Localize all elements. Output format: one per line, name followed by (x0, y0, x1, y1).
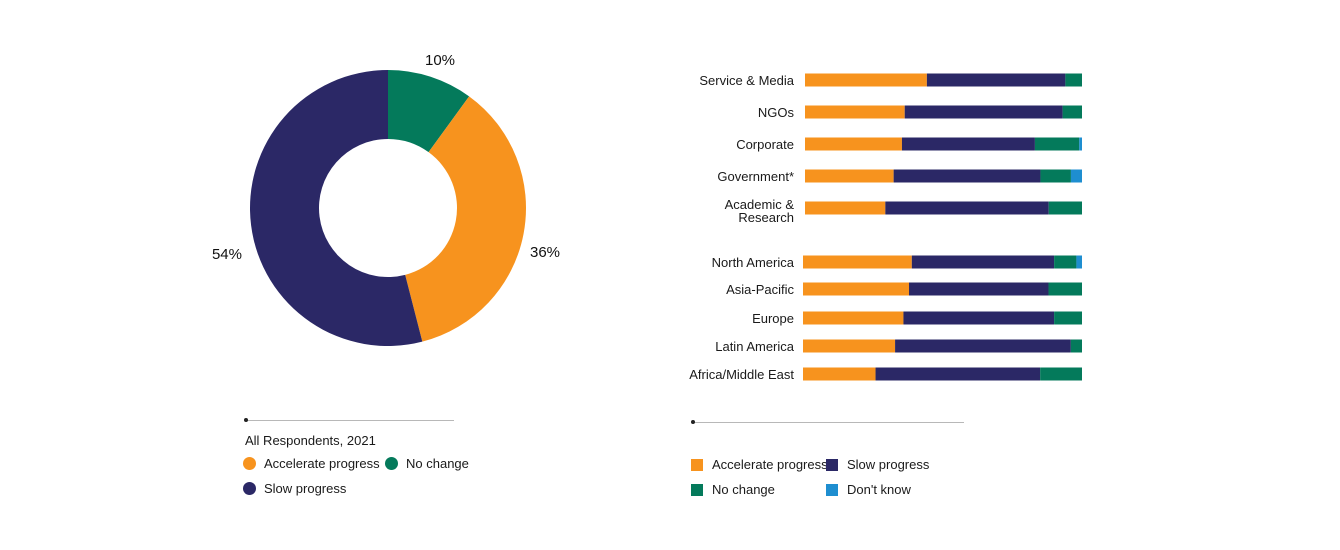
category-label-asia-pacific: Asia-Pacific (726, 282, 794, 297)
bar-segment-service-media-slow-progress (926, 73, 1066, 87)
stacked-bar-chart: Service & Media NGOs Corporate Government* A… (689, 73, 1082, 382)
category-label-north-america: North America (712, 255, 795, 270)
category-label-africa-middle-east: Africa/Middle East (689, 367, 794, 382)
donut-slice-label-slow-progress: 54% (212, 246, 242, 263)
donut-chart-panel: 10% 36% 54% All Respondents, 2021 Accelera… (0, 0, 640, 550)
legend-swatch-slow (243, 482, 256, 495)
bar-segment-latin-america-slow-progress (895, 339, 1071, 353)
bar-legend-item-slow: Slow progress (826, 457, 929, 472)
bar-segment-ngos-accelerate-progress (805, 105, 905, 119)
bar-segment-corporate-accelerate-progress (805, 137, 902, 151)
legend-divider (693, 422, 964, 423)
donut-slice-slow-progress (250, 70, 423, 346)
bar-segment-government-don-t-know (1070, 169, 1082, 183)
bar-segment-north-america-no-change (1054, 255, 1077, 269)
donut-legend-item-slow: Slow progress (243, 481, 346, 496)
bar-segment-asia-pacific-accelerate-progress (803, 282, 910, 296)
legend-swatch-no-change (385, 457, 398, 470)
bar-segment-europe-slow-progress (903, 311, 1055, 325)
bar-segment-latin-america-no-change (1070, 339, 1082, 353)
category-label-corporate: Corporate (736, 137, 794, 152)
donut-chart: 10% 36% 54% (212, 52, 560, 346)
bar-segment-ngos-no-change (1062, 105, 1082, 119)
donut-slice-label-no-change: 10% (425, 52, 455, 69)
bar-legend-item-accelerate: Accelerate progress (691, 457, 828, 472)
category-label-service-media: Service & Media (699, 73, 794, 88)
donut-slice-no-change (388, 70, 470, 153)
donut-legend-item-accelerate: Accelerate progress (243, 456, 380, 471)
bar-segment-corporate-slow-progress (901, 137, 1035, 151)
donut-caption: All Respondents, 2021 (245, 433, 376, 448)
bar-segment-asia-pacific-slow-progress (909, 282, 1049, 296)
legend-divider-dot (244, 418, 248, 422)
legend-label-dont-know: Don't know (847, 482, 911, 497)
legend-label-no-change: No change (406, 456, 469, 471)
legend-divider (246, 420, 454, 421)
legend-swatch-accelerate (691, 458, 703, 471)
legend-label-slow: Slow progress (847, 457, 930, 472)
legend-swatch-no-change (691, 483, 703, 496)
bar-segment-africa-middle-east-no-change (1040, 367, 1082, 381)
bar-segment-north-america-don-t-know (1076, 255, 1082, 269)
bar-segment-government-slow-progress (893, 169, 1041, 183)
bar-segment-corporate-don-t-know (1079, 137, 1082, 151)
bar-segment-europe-no-change (1054, 311, 1082, 325)
bar-segment-ngos-slow-progress (904, 105, 1063, 119)
bar-segment-service-media-no-change (1065, 73, 1082, 87)
donut-legend-item-no-change: No change (385, 456, 469, 471)
donut-slice-label-accelerate-progress: 36% (530, 244, 560, 261)
bar-segment-latin-america-accelerate-progress (803, 339, 896, 353)
bar-segment-academic-research-slow-progress (885, 201, 1049, 215)
bar-segment-africa-middle-east-accelerate-progress (803, 367, 876, 381)
legend-label-no-change: No change (712, 482, 775, 497)
bar-segment-academic-research-accelerate-progress (805, 201, 886, 215)
bar-segment-north-america-slow-progress (911, 255, 1055, 269)
bar-segment-africa-middle-east-slow-progress (875, 367, 1041, 381)
bar-segment-corporate-no-change (1034, 137, 1080, 151)
category-label-europe: Europe (752, 311, 794, 326)
legend-divider-dot (691, 420, 695, 424)
category-label-academic-research: Academic & Research (725, 197, 795, 225)
category-label-government: Government* (717, 169, 794, 184)
bar-segment-government-no-change (1040, 169, 1071, 183)
legend-label-accelerate: Accelerate progress (712, 457, 828, 472)
bar-segment-academic-research-no-change (1048, 201, 1082, 215)
legend-swatch-slow (826, 458, 838, 471)
category-label-ngos: NGOs (758, 105, 795, 120)
donut-slice-accelerate-progress (405, 96, 527, 342)
bar-segment-europe-accelerate-progress (803, 311, 904, 325)
category-label-latin-america: Latin America (715, 339, 795, 354)
legend-label-slow: Slow progress (264, 481, 347, 496)
legend-swatch-dont-know (826, 483, 838, 496)
legend-swatch-accelerate (243, 457, 256, 470)
legend-label-accelerate: Accelerate progress (264, 456, 380, 471)
bar-segment-service-media-accelerate-progress (805, 73, 927, 87)
stacked-bar-chart-panel: Service & Media NGOs Corporate Government* A… (640, 0, 1340, 550)
bar-legend-item-no-change: No change (691, 482, 775, 497)
bar-segment-government-accelerate-progress (805, 169, 894, 183)
bar-legend-item-dont-know: Don't know (826, 482, 911, 497)
bar-segment-north-america-accelerate-progress (803, 255, 912, 269)
bar-segment-asia-pacific-no-change (1048, 282, 1082, 296)
